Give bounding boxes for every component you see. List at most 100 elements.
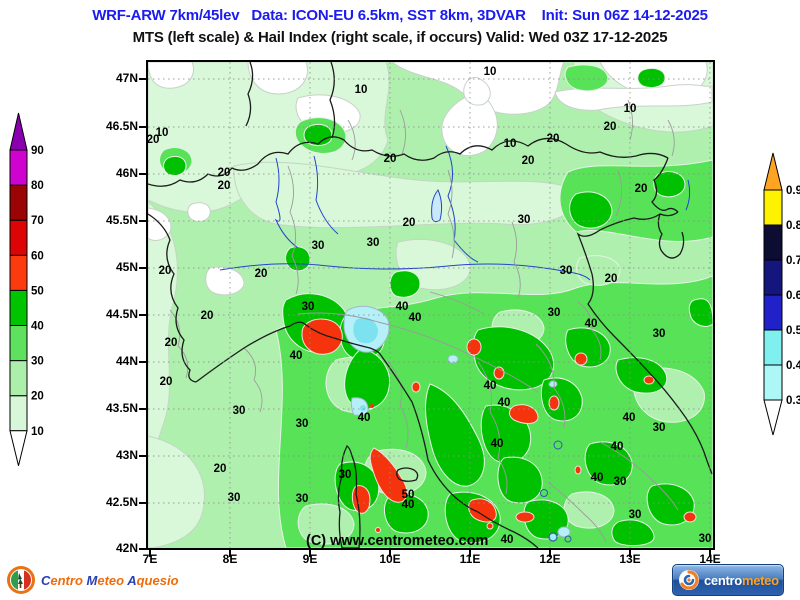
aquesio-logo-text-part: A [127, 572, 137, 588]
svg-text:10: 10 [156, 127, 169, 139]
aquesio-logo-text-part: entro [50, 572, 87, 588]
svg-text:40: 40 [31, 321, 44, 333]
lat-tick [139, 408, 146, 410]
lat-label-45.5N: 45.5N [105, 213, 138, 227]
lat-tick [139, 126, 146, 128]
field-valid-title: MTS (left scale) & Hail Index (right sca… [132, 29, 668, 46]
svg-text:20: 20 [218, 180, 231, 192]
lat-label-42.5N: 42.5N [105, 495, 138, 509]
svg-text:20: 20 [201, 310, 214, 322]
svg-text:40: 40 [611, 441, 624, 453]
lon-label-10E: 10E [379, 552, 401, 566]
svg-text:40: 40 [491, 438, 504, 450]
lat-tick [139, 455, 146, 457]
svg-text:50: 50 [31, 285, 44, 297]
svg-text:30: 30 [296, 418, 309, 430]
svg-text:20: 20 [148, 134, 159, 146]
left-colorbar-mts: 10 20 30 40 50 60 70 80 90 [9, 112, 44, 466]
lat-label-47N: 47N [115, 71, 138, 85]
svg-text:20: 20 [604, 121, 617, 133]
lat-label-46N: 46N [115, 166, 138, 180]
lat-tick [139, 173, 146, 175]
svg-text:40: 40 [402, 499, 415, 511]
lon-label-11E: 11E [459, 552, 481, 566]
lat-label-46.5N: 46.5N [105, 119, 138, 133]
svg-text:40: 40 [623, 412, 636, 424]
svg-text:0.5: 0.5 [786, 325, 800, 337]
svg-text:30: 30 [518, 214, 531, 226]
lat-tick [139, 314, 146, 316]
model-init-title: WRF-ARW 7km/45lev Data: ICON-EU 6.5km, S… [92, 7, 708, 24]
lat-tick [139, 548, 146, 550]
lon-label-13E: 13E [619, 552, 641, 566]
centrometeo-logo: centrometeo [672, 564, 784, 596]
svg-text:40: 40 [358, 412, 371, 424]
svg-text:30: 30 [653, 328, 666, 340]
svg-text:30: 30 [339, 469, 352, 481]
svg-text:0.8: 0.8 [786, 220, 800, 232]
svg-text:20: 20 [159, 265, 172, 277]
lat-label-44.5N: 44.5N [105, 307, 138, 321]
centro-meteo-aquesio-logo: Centro Meteo Aquesio [6, 564, 179, 596]
svg-text:10: 10 [355, 84, 368, 96]
lon-label-7E: 7E [142, 552, 158, 566]
lon-tick [389, 550, 391, 557]
lat-tick [139, 361, 146, 363]
svg-text:0.7: 0.7 [786, 255, 800, 267]
svg-text:0.6: 0.6 [786, 290, 800, 302]
svg-text:30: 30 [312, 240, 325, 252]
svg-text:20: 20 [31, 391, 44, 403]
lon-tick [229, 550, 231, 557]
svg-text:40: 40 [396, 301, 409, 313]
svg-text:0.9: 0.9 [786, 185, 800, 197]
svg-text:10: 10 [31, 426, 44, 438]
lon-tick [549, 550, 551, 557]
svg-text:30: 30 [233, 405, 246, 417]
lat-label-45N: 45N [115, 260, 138, 274]
svg-text:10: 10 [484, 66, 497, 78]
lat-tick [139, 267, 146, 269]
svg-text:20: 20 [403, 217, 416, 229]
map-frame: 20 10 10 20 20 20 20 30 30 20 20 10 10 20 10 20 20 20 30 30… [146, 60, 715, 550]
aquesio-logo-text-part: M [86, 572, 98, 588]
svg-text:20: 20 [165, 337, 178, 349]
svg-text:30: 30 [560, 265, 573, 277]
aquesio-logo-text-part: C [41, 572, 51, 588]
rivers-lakes [219, 145, 691, 543]
svg-text:40: 40 [484, 380, 497, 392]
svg-text:20: 20 [384, 153, 397, 165]
svg-text:40: 40 [585, 318, 598, 330]
svg-text:0.3: 0.3 [786, 395, 800, 407]
centrometeo-logo-text: centrometeo [704, 572, 779, 588]
watermark: (C) www.centrometeo.com [306, 533, 488, 548]
lon-tick [149, 550, 151, 557]
svg-text:20: 20 [160, 376, 173, 388]
svg-text:40: 40 [290, 350, 303, 362]
right-colorbar-hail: 0.3 0.4 0.5 0.6 0.7 0.8 0.9 [763, 152, 800, 436]
svg-text:20: 20 [635, 183, 648, 195]
lon-label-8E: 8E [222, 552, 238, 566]
aquesio-logo-text: Centro Meteo Aquesio [41, 573, 179, 588]
svg-text:20: 20 [547, 133, 560, 145]
svg-text:50: 50 [402, 489, 415, 501]
lon-tick [469, 550, 471, 557]
svg-text:90: 90 [31, 145, 44, 157]
shaded-contours [148, 62, 713, 548]
lat-tick [139, 78, 146, 80]
lat-label-43N: 43N [115, 448, 138, 462]
svg-text:80: 80 [31, 180, 44, 192]
national-borders [148, 62, 713, 548]
svg-text:30: 30 [653, 422, 666, 434]
lat-label-42N: 42N [115, 541, 138, 555]
svg-text:0.4: 0.4 [786, 360, 800, 372]
aquesio-logo-text-part: quesio [136, 572, 179, 588]
svg-text:20: 20 [218, 167, 231, 179]
svg-text:30: 30 [629, 509, 642, 521]
lon-tick [629, 550, 631, 557]
svg-text:10: 10 [624, 103, 637, 115]
aquesio-logo-text-part: eteo [97, 572, 128, 588]
gridlines [148, 62, 713, 548]
svg-text:40: 40 [498, 397, 511, 409]
lon-label-12E: 12E [539, 552, 561, 566]
